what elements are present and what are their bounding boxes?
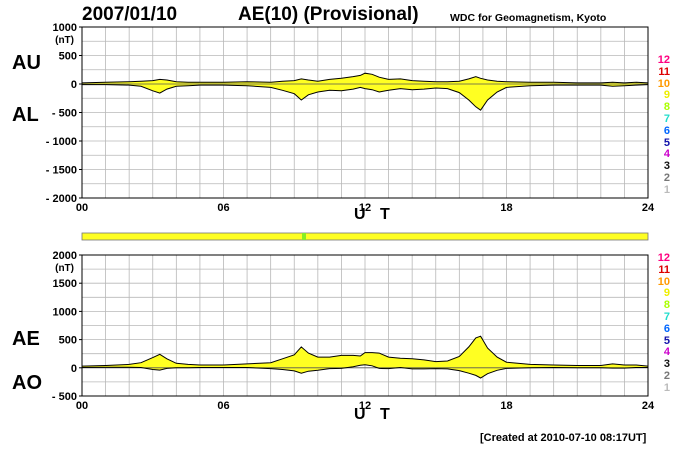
station-level-label: 3 [663, 358, 670, 371]
y-tick-label: 1000 [53, 22, 77, 34]
x-tick-label: 12 [359, 202, 371, 214]
x-tick-label: 18 [500, 400, 512, 412]
y-tick-label: 1500 [53, 278, 77, 290]
y-tick-label: - 1000 [46, 136, 77, 148]
ae-label: AE [12, 328, 40, 350]
station-count-legend-top: 12 11 10 9 8 7 6 5 4 3 2 1 [654, 54, 670, 197]
source-label: WDC for Geomagnetism, Kyoto [450, 12, 607, 24]
station-level-label: 1 [663, 381, 670, 394]
x-tick-label: 18 [500, 202, 512, 214]
station-level-label: 5 [663, 136, 670, 149]
panel-1: 2000 1500 1000 500 0 - 500 (nT) 00 06 12 18 24 [52, 250, 655, 412]
y-tick-label: - 1500 [46, 165, 77, 177]
series-line-au [81, 72, 649, 84]
station-level-label: 1 [663, 183, 670, 196]
station-level-label: 8 [663, 101, 670, 114]
x-tick-label: 00 [76, 202, 88, 214]
plot-frame [81, 254, 649, 397]
x-axis-label-top: U T [354, 206, 395, 223]
station-level-label: 4 [663, 346, 670, 359]
y-tick-label: 0 [71, 79, 77, 91]
date-label: 2007/01/10 [82, 4, 178, 25]
y-tick-label: - 500 [52, 391, 77, 403]
ao-label: AO [12, 372, 42, 394]
station-level-label: 8 [663, 299, 670, 312]
series-line-al [82, 84, 649, 111]
station-level-label: 11 [658, 65, 670, 78]
panel-0: 1000 500 0 - 500 - 1000 - 1500 - 2000 (nT) 00 06 1… [46, 22, 655, 214]
station-level-label: 6 [663, 322, 670, 335]
station-level-label: 11 [658, 263, 670, 276]
station-count-legend-bottom: 12 11 10 9 8 7 6 5 4 3 2 1 [654, 252, 670, 395]
y-tick-label: 1000 [53, 306, 77, 318]
station-level-label: 7 [663, 310, 670, 323]
series-line-ao [81, 364, 648, 379]
y-tick-label: 0 [71, 363, 77, 375]
series-line-ae [81, 335, 649, 367]
chart-title: AE(10) (Provisional) [238, 4, 419, 25]
station-level-label: 6 [663, 124, 670, 137]
station-level-label: 2 [663, 171, 670, 184]
station-level-label: 9 [663, 287, 670, 300]
x-axis-label-bottom: U T [354, 406, 395, 423]
station-level-label: 5 [663, 334, 670, 347]
station-level-label: 9 [663, 89, 670, 102]
au-label: AU [12, 52, 41, 74]
station-level-label: 10 [657, 275, 670, 288]
y-tick-label: 2000 [53, 250, 77, 262]
created-timestamp: [Created at 2010-07-10 08:17UT] [480, 432, 647, 444]
station-level-label: 3 [663, 160, 670, 173]
station-level-label: 7 [663, 112, 670, 125]
station-level-label: 10 [657, 77, 670, 90]
x-tick-label: 06 [217, 400, 229, 412]
al-label: AL [12, 104, 39, 126]
y-tick-label: - 2000 [46, 193, 77, 205]
coverage-bar [81, 232, 649, 241]
y-unit-label: (nT) [55, 35, 74, 46]
x-tick-label: 12 [359, 400, 371, 412]
station-level-label: 4 [663, 148, 670, 161]
station-level-label: 12 [657, 252, 670, 264]
coverage-bar-marker [302, 233, 306, 240]
x-tick-label: 00 [76, 400, 88, 412]
x-tick-label: 06 [217, 202, 229, 214]
y-tick-label: 500 [59, 51, 77, 63]
x-tick-label: 24 [642, 202, 655, 214]
x-tick-label: 24 [642, 400, 655, 412]
y-unit-label: (nT) [55, 263, 74, 274]
station-level-label: 12 [657, 54, 670, 66]
y-tick-label: - 500 [52, 108, 77, 120]
station-level-label: 2 [663, 369, 670, 382]
y-tick-label: 500 [59, 335, 77, 347]
